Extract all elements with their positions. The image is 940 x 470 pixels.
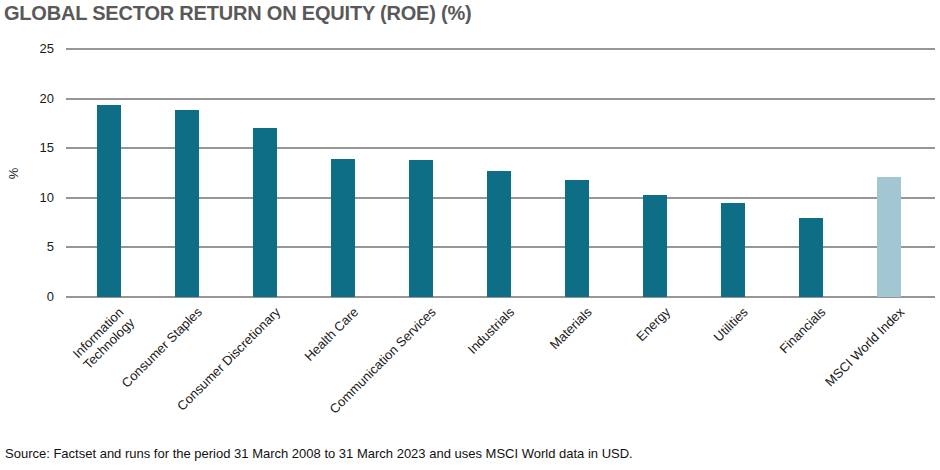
y-tick-label-20: 20 <box>2 91 54 106</box>
chart-title: GLOBAL SECTOR RETURN ON EQUITY (ROE) (%) <box>4 2 472 25</box>
bar-communication-services <box>409 160 433 297</box>
bar-energy <box>643 195 667 297</box>
y-tick-label-15: 15 <box>2 140 54 155</box>
bar-industrials <box>487 171 511 297</box>
bar-utilities <box>721 203 745 297</box>
bar-information-technology <box>97 105 121 297</box>
bar-consumer-staples <box>175 110 199 297</box>
y-axis-label-text: % <box>7 167 22 179</box>
bar-financials <box>799 218 823 297</box>
y-tick-label-0: 0 <box>2 289 54 304</box>
bar-health-care <box>331 159 355 297</box>
y-tick-label-25: 25 <box>2 41 54 56</box>
y-tick-label-5: 5 <box>2 239 54 254</box>
source-note: Source: Factset and runs for the period … <box>5 446 633 461</box>
y-tick-label-10: 10 <box>2 190 54 205</box>
gridline-y-20 <box>66 98 935 100</box>
chart-page: GLOBAL SECTOR RETURN ON EQUITY (ROE) (%)… <box>0 0 940 470</box>
gridline-y-25 <box>66 48 935 50</box>
bar-consumer-discretionary <box>253 128 277 297</box>
bar-msci-world-index <box>877 177 901 297</box>
bar-materials <box>565 180 589 297</box>
y-axis-label: % <box>0 49 28 297</box>
